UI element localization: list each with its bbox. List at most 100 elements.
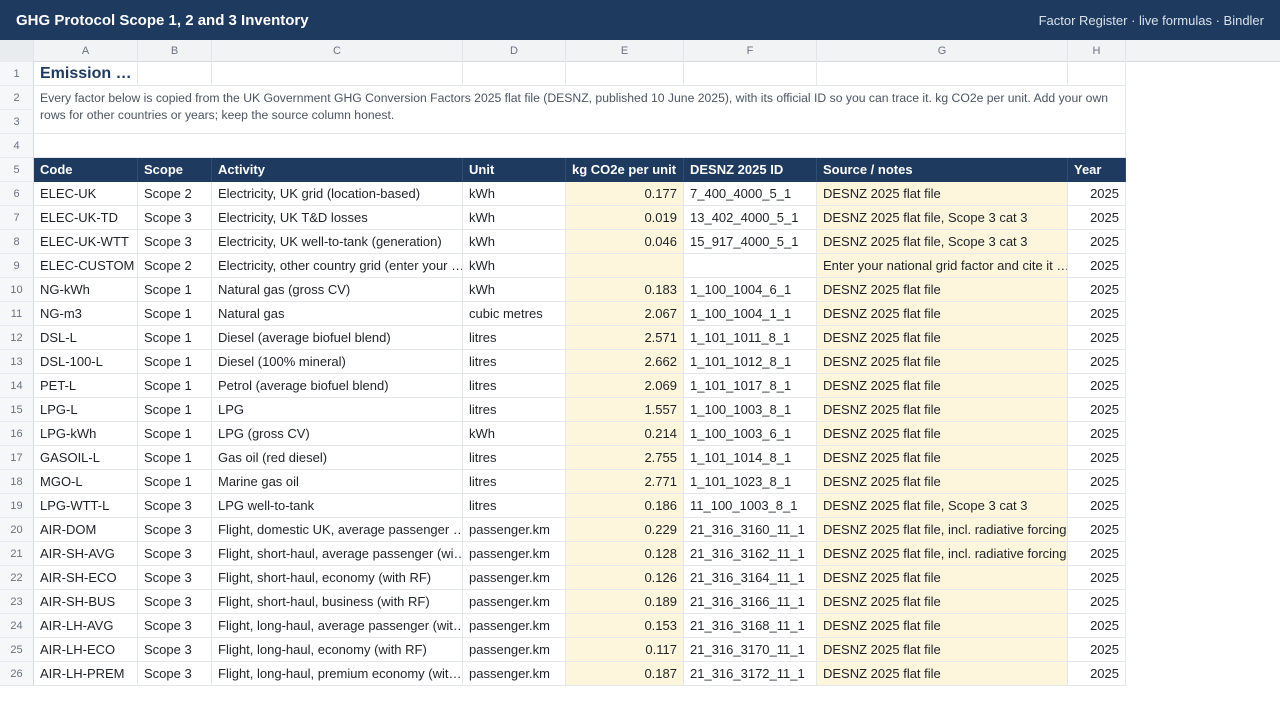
column-header-b[interactable]: B (138, 40, 212, 62)
row-header[interactable]: 19 (0, 494, 34, 518)
factor-cell[interactable]: 2.067 (566, 302, 684, 326)
desnz-id-cell[interactable]: 21_316_3160_11_1 (684, 518, 817, 542)
unit-cell[interactable]: litres (463, 374, 566, 398)
notes-cell[interactable]: Enter your national grid factor and cite… (817, 254, 1068, 278)
notes-cell[interactable]: DESNZ 2025 flat file (817, 326, 1068, 350)
activity-cell[interactable]: Flight, long-haul, economy (with RF) (212, 638, 463, 662)
code-cell[interactable]: AIR-SH-ECO (34, 566, 138, 590)
factor-cell[interactable]: 0.019 (566, 206, 684, 230)
notes-cell[interactable]: DESNZ 2025 flat file (817, 278, 1068, 302)
desnz-id-cell[interactable]: 1_101_1023_8_1 (684, 470, 817, 494)
scope-cell[interactable]: Scope 1 (138, 470, 212, 494)
unit-cell[interactable]: kWh (463, 254, 566, 278)
row-header[interactable]: 23 (0, 590, 34, 614)
desnz-id-cell[interactable]: 21_316_3168_11_1 (684, 614, 817, 638)
activity-cell[interactable]: Flight, long-haul, premium economy (wit… (212, 662, 463, 686)
desnz-id-cell[interactable]: 1_100_1004_1_1 (684, 302, 817, 326)
code-cell[interactable]: AIR-LH-ECO (34, 638, 138, 662)
factor-cell[interactable]: 2.662 (566, 350, 684, 374)
desnz-id-cell[interactable]: 1_101_1017_8_1 (684, 374, 817, 398)
year-cell[interactable]: 2025 (1068, 662, 1126, 686)
desnz-id-cell[interactable]: 7_400_4000_5_1 (684, 182, 817, 206)
column-header-g[interactable]: G (817, 40, 1068, 62)
notes-cell[interactable]: DESNZ 2025 flat file, incl. radiative fo… (817, 518, 1068, 542)
unit-cell[interactable]: kWh (463, 182, 566, 206)
unit-cell[interactable]: litres (463, 350, 566, 374)
activity-cell[interactable]: Electricity, UK well-to-tank (generation… (212, 230, 463, 254)
row-header[interactable]: 6 (0, 182, 34, 206)
year-cell[interactable]: 2025 (1068, 254, 1126, 278)
row-header[interactable]: 24 (0, 614, 34, 638)
select-all-corner[interactable] (0, 40, 34, 62)
scope-cell[interactable]: Scope 3 (138, 518, 212, 542)
unit-cell[interactable]: kWh (463, 206, 566, 230)
header-activity[interactable]: Activity (212, 158, 463, 182)
unit-cell[interactable]: passenger.km (463, 662, 566, 686)
factor-cell[interactable]: 2.755 (566, 446, 684, 470)
scope-cell[interactable]: Scope 1 (138, 422, 212, 446)
notes-cell[interactable]: DESNZ 2025 flat file (817, 638, 1068, 662)
factor-cell[interactable]: 2.771 (566, 470, 684, 494)
desnz-id-cell[interactable]: 1_100_1003_6_1 (684, 422, 817, 446)
factor-cell[interactable]: 0.153 (566, 614, 684, 638)
notes-cell[interactable]: DESNZ 2025 flat file (817, 350, 1068, 374)
activity-cell[interactable]: LPG (212, 398, 463, 422)
desnz-id-cell[interactable]: 1_100_1003_8_1 (684, 398, 817, 422)
row-header[interactable]: 7 (0, 206, 34, 230)
unit-cell[interactable]: litres (463, 446, 566, 470)
activity-cell[interactable]: Flight, short-haul, business (with RF) (212, 590, 463, 614)
unit-cell[interactable]: litres (463, 398, 566, 422)
notes-cell[interactable]: DESNZ 2025 flat file (817, 182, 1068, 206)
sheet-title-cell[interactable]: Emission … (34, 62, 138, 86)
code-cell[interactable]: DSL-100-L (34, 350, 138, 374)
empty-cell[interactable] (684, 62, 817, 86)
desnz-id-cell[interactable]: 13_402_4000_5_1 (684, 206, 817, 230)
scope-cell[interactable]: Scope 3 (138, 566, 212, 590)
row-header[interactable]: 1 (0, 62, 34, 86)
activity-cell[interactable]: LPG well-to-tank (212, 494, 463, 518)
factor-cell[interactable]: 0.128 (566, 542, 684, 566)
header-factor[interactable]: kg CO2e per unit (566, 158, 684, 182)
row-header[interactable]: 11 (0, 302, 34, 326)
scope-cell[interactable]: Scope 3 (138, 590, 212, 614)
factor-cell[interactable]: 2.571 (566, 326, 684, 350)
desnz-id-cell[interactable]: 1_100_1004_6_1 (684, 278, 817, 302)
code-cell[interactable]: NG-kWh (34, 278, 138, 302)
year-cell[interactable]: 2025 (1068, 566, 1126, 590)
activity-cell[interactable]: Electricity, other country grid (enter y… (212, 254, 463, 278)
activity-cell[interactable]: LPG (gross CV) (212, 422, 463, 446)
row-header[interactable]: 20 (0, 518, 34, 542)
factor-cell[interactable]: 0.187 (566, 662, 684, 686)
unit-cell[interactable]: passenger.km (463, 638, 566, 662)
notes-cell[interactable]: DESNZ 2025 flat file, incl. radiative fo… (817, 542, 1068, 566)
code-cell[interactable]: ELEC-UK (34, 182, 138, 206)
activity-cell[interactable]: Petrol (average biofuel blend) (212, 374, 463, 398)
code-cell[interactable]: PET-L (34, 374, 138, 398)
column-header-h[interactable]: H (1068, 40, 1126, 62)
activity-cell[interactable]: Electricity, UK T&D losses (212, 206, 463, 230)
empty-cell[interactable] (1068, 62, 1126, 86)
row-header[interactable]: 14 (0, 374, 34, 398)
code-cell[interactable]: LPG-WTT-L (34, 494, 138, 518)
unit-cell[interactable]: passenger.km (463, 614, 566, 638)
empty-cell[interactable] (212, 62, 463, 86)
row-header[interactable]: 15 (0, 398, 34, 422)
activity-cell[interactable]: Diesel (average biofuel blend) (212, 326, 463, 350)
unit-cell[interactable]: passenger.km (463, 590, 566, 614)
year-cell[interactable]: 2025 (1068, 638, 1126, 662)
factor-cell[interactable]: 0.186 (566, 494, 684, 518)
notes-cell[interactable]: DESNZ 2025 flat file (817, 398, 1068, 422)
code-cell[interactable]: AIR-DOM (34, 518, 138, 542)
year-cell[interactable]: 2025 (1068, 518, 1126, 542)
code-cell[interactable]: DSL-L (34, 326, 138, 350)
desnz-id-cell[interactable]: 1_101_1014_8_1 (684, 446, 817, 470)
scope-cell[interactable]: Scope 1 (138, 326, 212, 350)
row-header[interactable]: 25 (0, 638, 34, 662)
header-scope[interactable]: Scope (138, 158, 212, 182)
header-year[interactable]: Year (1068, 158, 1126, 182)
factor-cell[interactable]: 1.557 (566, 398, 684, 422)
factor-cell[interactable]: 0.189 (566, 590, 684, 614)
code-cell[interactable]: AIR-SH-AVG (34, 542, 138, 566)
empty-cell[interactable] (817, 62, 1068, 86)
year-cell[interactable]: 2025 (1068, 278, 1126, 302)
